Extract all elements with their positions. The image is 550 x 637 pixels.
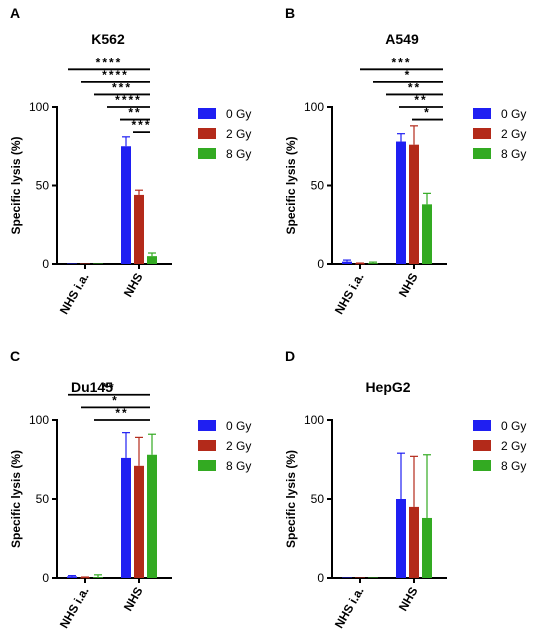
x-tick-label: NHS i.a. xyxy=(332,585,367,631)
y-axis-label: Specific lysis (%) xyxy=(284,450,298,548)
significance-label: ** xyxy=(115,406,128,420)
chart-panel-b: B A549 Specific lysis (%) 0 50 100 NHS i.a. NHS… xyxy=(284,5,526,317)
legend-swatch xyxy=(473,148,491,159)
bar-8gy xyxy=(422,517,432,578)
bar-0gy xyxy=(121,457,131,578)
y-tick-label: 50 xyxy=(311,179,325,193)
bar-2gy xyxy=(134,465,144,578)
y-axis-label: Specific lysis (%) xyxy=(9,136,23,234)
significance-label: **** xyxy=(102,68,129,82)
legend-label: 2 Gy xyxy=(226,127,251,141)
y-tick-label: 50 xyxy=(36,179,50,193)
legend-label: 2 Gy xyxy=(226,439,251,453)
significance-label: *** xyxy=(131,118,151,132)
legend-label: 2 Gy xyxy=(501,439,526,453)
chart-panel-c: C Du145 Specific lysis (%) 0 50 100 NHS i.a. NH… xyxy=(9,348,251,631)
legend-swatch xyxy=(198,128,216,139)
legend-label: 8 Gy xyxy=(501,147,526,161)
bar-0gy xyxy=(396,141,406,264)
panel-letter: C xyxy=(10,348,20,364)
panel-letter: B xyxy=(285,5,295,21)
significance-label: * xyxy=(424,106,431,120)
legend-label: 8 Gy xyxy=(226,147,251,161)
bar-2gy xyxy=(355,577,365,578)
bar-8gy xyxy=(422,204,432,264)
x-tick-label: NHS xyxy=(121,585,146,614)
legend-label: 0 Gy xyxy=(226,419,251,433)
chart-panel-d: D HepG2 Specific lysis (%) 0 50 100 NHS i.a. NH… xyxy=(284,348,526,631)
y-tick-label: 0 xyxy=(42,571,49,585)
chart-title: Du145 xyxy=(71,379,113,395)
bar-2gy xyxy=(80,263,90,264)
legend-label: 0 Gy xyxy=(501,419,526,433)
bar-0gy xyxy=(67,576,77,578)
bar-0gy xyxy=(67,263,77,264)
significance-label: *** xyxy=(391,55,411,69)
x-tick-label: NHS xyxy=(396,271,421,300)
y-tick-label: 0 xyxy=(317,257,324,271)
bar-2gy xyxy=(80,577,90,579)
y-tick-label: 50 xyxy=(311,492,325,506)
bar-0gy xyxy=(396,499,406,578)
significance-label: ** xyxy=(414,93,427,107)
significance-label: * xyxy=(112,393,119,407)
bar-8gy xyxy=(368,577,378,578)
legend-swatch xyxy=(473,420,491,431)
significance-label: ** xyxy=(128,106,141,120)
legend-swatch xyxy=(198,440,216,451)
y-axis-label: Specific lysis (%) xyxy=(9,450,23,548)
legend-label: 0 Gy xyxy=(226,107,251,121)
y-tick-label: 0 xyxy=(317,571,324,585)
bar-2gy xyxy=(355,263,365,265)
y-tick-label: 50 xyxy=(36,492,50,506)
y-tick-label: 100 xyxy=(29,413,49,427)
y-tick-label: 100 xyxy=(304,100,324,114)
x-tick-label: NHS i.a. xyxy=(332,271,367,317)
panel-letter: D xyxy=(285,348,295,364)
legend-label: 8 Gy xyxy=(501,459,526,473)
bar-8gy xyxy=(147,454,157,578)
significance-label: ** xyxy=(408,80,421,94)
bar-2gy xyxy=(409,506,419,578)
legend-swatch xyxy=(473,108,491,119)
y-axis-label: Specific lysis (%) xyxy=(284,136,298,234)
x-tick-label: NHS i.a. xyxy=(57,585,92,631)
significance-label: **** xyxy=(115,93,142,107)
y-tick-label: 0 xyxy=(42,257,49,271)
legend-label: 2 Gy xyxy=(501,127,526,141)
legend-swatch xyxy=(198,420,216,431)
y-tick-label: 100 xyxy=(29,100,49,114)
chart-title: K562 xyxy=(91,31,125,47)
bar-0gy xyxy=(342,261,352,264)
legend-swatch xyxy=(198,460,216,471)
significance-label: ** xyxy=(102,381,115,395)
significance-label: **** xyxy=(96,55,123,69)
legend-label: 0 Gy xyxy=(501,107,526,121)
significance-label: *** xyxy=(112,80,132,94)
x-tick-label: NHS xyxy=(396,585,421,614)
legend-swatch xyxy=(198,148,216,159)
bar-0gy xyxy=(121,146,131,264)
legend-swatch xyxy=(473,128,491,139)
legend-swatch xyxy=(198,108,216,119)
legend-swatch xyxy=(473,460,491,471)
chart-panel-a: A K562 Specific lysis (%) 0 50 100 NHS i.a. NHS… xyxy=(9,5,251,317)
chart-title: A549 xyxy=(385,31,419,47)
bar-8gy xyxy=(147,256,157,264)
x-tick-label: NHS xyxy=(121,271,146,300)
bar-0gy xyxy=(342,577,352,578)
significance-label: * xyxy=(405,68,412,82)
y-tick-label: 100 xyxy=(304,413,324,427)
chart-title: HepG2 xyxy=(365,379,410,395)
panel-letter: A xyxy=(10,5,20,21)
legend-label: 8 Gy xyxy=(226,459,251,473)
bar-8gy xyxy=(93,263,103,264)
bar-2gy xyxy=(134,194,144,264)
x-tick-label: NHS i.a. xyxy=(57,271,92,317)
bar-8gy xyxy=(93,577,103,579)
legend-swatch xyxy=(473,440,491,451)
bar-8gy xyxy=(368,263,378,265)
bar-2gy xyxy=(409,144,419,264)
